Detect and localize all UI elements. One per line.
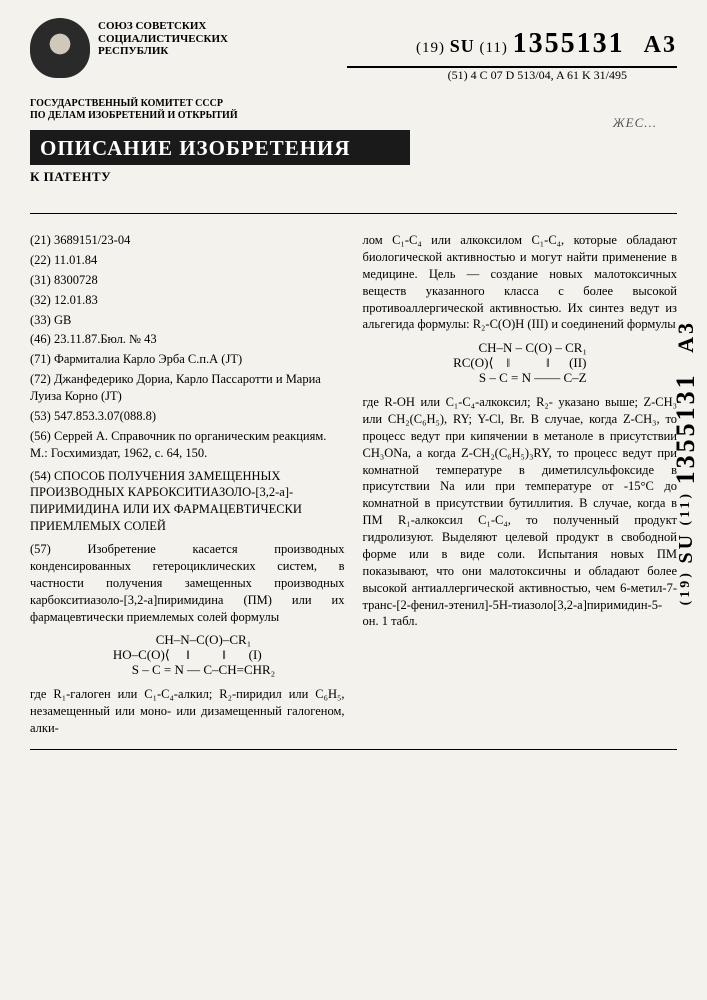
body-rule bbox=[30, 213, 677, 214]
stamp-text: ЖЕС... bbox=[613, 115, 657, 131]
field-32: (32) 12.01.83 bbox=[30, 292, 345, 309]
committee-line: ПО ДЕЛАМ ИЗОБРЕТЕНИЙ И ОТКРЫТИЙ bbox=[30, 110, 270, 122]
abstract-p2: где R₁-галоген или C₁-C₄-алкил; R₂-пирид… bbox=[30, 686, 345, 737]
classification: (51) 4 C 07 D 513/04, A 61 K 31/495 bbox=[448, 68, 627, 83]
side-prefix-19: (19) bbox=[678, 570, 693, 605]
union-line: РЕСПУБЛИК bbox=[98, 45, 228, 58]
union-text: СОЮЗ СОВЕТСКИХ СОЦИАЛИСТИЧЕСКИХ РЕСПУБЛИ… bbox=[98, 18, 228, 58]
subtitle: К ПАТЕНТУ bbox=[30, 169, 677, 185]
side-country-code: SU bbox=[675, 532, 697, 564]
abstract-p4: где R-OH или C₁-C₄-алкоксил; R₂- указано… bbox=[363, 394, 678, 630]
field-46: (46) 23.11.87.Бюл. № 43 bbox=[30, 331, 345, 348]
patent-number: 1355131 bbox=[513, 28, 625, 59]
committee-block: ГОСУДАРСТВЕННЫЙ КОМИТЕТ СССР ПО ДЕЛАМ ИЗ… bbox=[30, 98, 270, 122]
committee-line: ГОСУДАРСТВЕННЫЙ КОМИТЕТ СССР bbox=[30, 98, 270, 110]
union-line: СОЮЗ СОВЕТСКИХ bbox=[98, 20, 228, 33]
country-code: SU bbox=[450, 36, 475, 56]
field-31: (31) 8300728 bbox=[30, 272, 345, 289]
left-column: (21) 3689151/23-04 (22) 11.01.84 (31) 83… bbox=[30, 232, 345, 737]
formula-1: CH–N–C(O)–CR₁ HO–C(O)⟨ ‖ ‖ (I) S – C = N… bbox=[30, 633, 345, 678]
abstract-p1: (57) Изобретение касается производных ко… bbox=[30, 541, 345, 625]
field-71: (71) Фармиталиа Карло Эрба С.п.А (JT) bbox=[30, 351, 345, 368]
prefix-19: (19) bbox=[416, 40, 445, 56]
title-band: ОПИСАНИЕ ИЗОБРЕТЕНИЯ bbox=[30, 130, 410, 165]
field-56: (56) Серрей А. Справочник по органически… bbox=[30, 428, 345, 462]
field-21: (21) 3689151/23-04 bbox=[30, 232, 345, 249]
prefix-11: (11) bbox=[479, 40, 507, 56]
field-54-title: (54) СПОСОБ ПОЛУЧЕНИЯ ЗАМЕЩЕННЫХ ПРОИЗВО… bbox=[30, 468, 345, 536]
patent-number-top: (19) SU (11) 1355131 A3 bbox=[416, 28, 677, 60]
bottom-rule bbox=[30, 749, 677, 750]
field-22: (22) 11.01.84 bbox=[30, 252, 345, 269]
kind-code: A3 bbox=[644, 32, 677, 58]
classif-codes: C 07 D 513/04, A 61 K 31/495 bbox=[480, 68, 627, 82]
field-33: (33) GB bbox=[30, 312, 345, 329]
formula-2: CH–N – C(O) – CR₁ RC(O)⟨ ‖ ‖ (II) S – C … bbox=[363, 341, 678, 386]
patent-page: СОЮЗ СОВЕТСКИХ СОЦИАЛИСТИЧЕСКИХ РЕСПУБЛИ… bbox=[0, 0, 707, 1000]
side-patent-label: (19) SU (11) 1355131 A3 bbox=[671, 320, 701, 605]
side-number: 1355131 bbox=[671, 372, 700, 484]
right-column: лом C₁-C₄ или алкоксилом C₁-C₄, которые … bbox=[363, 232, 678, 737]
side-prefix-11: (11) bbox=[678, 491, 693, 526]
side-kind-code: A3 bbox=[673, 320, 698, 353]
field-53: (53) 547.853.3.07(088.8) bbox=[30, 408, 345, 425]
ussr-emblem bbox=[30, 18, 90, 78]
columns: (21) 3689151/23-04 (22) 11.01.84 (31) 83… bbox=[30, 232, 677, 737]
field-72: (72) Джанфедерико Дориа, Карло Пассаротт… bbox=[30, 371, 345, 405]
union-line: СОЦИАЛИСТИЧЕСКИХ bbox=[98, 33, 228, 46]
classif-prefix: (51) 4 bbox=[448, 68, 477, 82]
abstract-p3: лом C₁-C₄ или алкоксилом C₁-C₄, которые … bbox=[363, 232, 678, 333]
